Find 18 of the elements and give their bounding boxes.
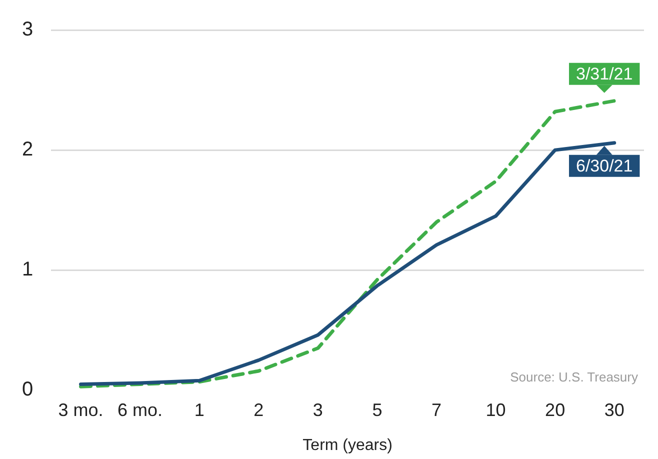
x-tick-label: 3 — [312, 400, 323, 420]
x-tick-label: 30 — [604, 400, 624, 420]
x-tick-label: 3 mo. — [58, 400, 104, 420]
x-tick-label: 5 — [372, 400, 382, 420]
x-tick-label: 2 — [254, 400, 264, 420]
x-tick-label: 7 — [431, 400, 442, 420]
legend-label: 6/30/21 — [576, 156, 633, 176]
x-tick-label: 20 — [545, 400, 566, 420]
y-tick-label: 3 — [22, 18, 34, 41]
y-tick-label: 2 — [22, 138, 34, 161]
x-axis-title: Term (years) — [302, 436, 392, 454]
y-tick-label: 0 — [22, 378, 34, 401]
y-tick-label: 1 — [22, 258, 34, 281]
x-tick-label: 6 mo. — [118, 400, 163, 420]
x-tick-label: 10 — [486, 400, 506, 420]
annotation: Source: U.S. Treasury — [510, 369, 638, 384]
x-tick-label: 1 — [194, 400, 204, 420]
series-label: 3/31/21 — [576, 64, 633, 84]
